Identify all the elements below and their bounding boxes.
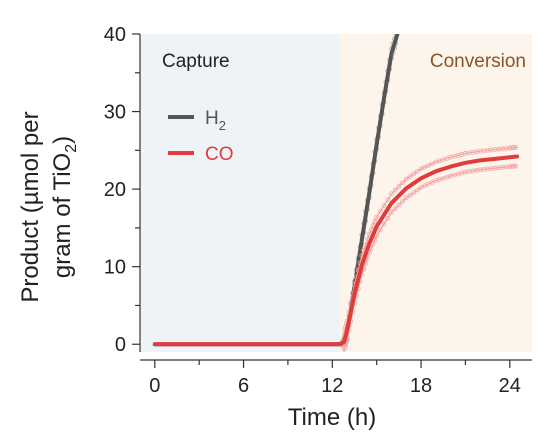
series-co-point <box>512 163 518 169</box>
series-co-point <box>374 214 380 220</box>
x-tick-label: 24 <box>499 375 521 397</box>
region-label-capture: Capture <box>162 51 230 72</box>
series-co-point <box>396 184 402 189</box>
x-tick-label: 18 <box>410 375 432 397</box>
y-tick-label: 0 <box>115 334 126 356</box>
series-co-point <box>422 183 428 189</box>
series-co-point <box>407 174 413 179</box>
region-capture-band <box>140 34 340 352</box>
series-co-point <box>392 187 398 193</box>
series-co-point <box>429 179 435 185</box>
series-co-line <box>152 154 520 347</box>
series-co-point <box>396 202 402 208</box>
series-co-point <box>342 345 348 351</box>
series-co-point <box>411 171 417 177</box>
x-tick-label: 6 <box>238 375 249 397</box>
region-conversion-band <box>339 34 532 352</box>
y-axis-label-subscript: 2 <box>63 144 80 153</box>
x-tick-label: 12 <box>321 375 343 397</box>
series-group <box>152 34 520 352</box>
series-co-point <box>418 185 424 190</box>
x-axis-label: Time (h) <box>288 404 376 431</box>
series-co-point <box>403 195 409 201</box>
legend-label-subscript: 2 <box>219 118 226 133</box>
y-tick-label: 30 <box>104 102 126 124</box>
series-co-point <box>414 187 420 193</box>
series-co-point <box>403 176 409 182</box>
series-co-point <box>426 181 431 187</box>
series-co-point <box>407 192 413 198</box>
series-co-point <box>389 209 394 215</box>
x-tick-label: 0 <box>149 375 160 397</box>
series-co-point <box>414 169 420 174</box>
y-axis-label-text: gram of TiO <box>49 153 76 278</box>
y-axis-label-line1: Product (µmol per <box>17 111 44 302</box>
series-co-point <box>411 190 417 196</box>
legend-label-h: H2 <box>205 108 226 133</box>
series-co-point <box>400 198 405 204</box>
series-co-point <box>511 145 516 151</box>
region-label-conversion: Conversion <box>430 51 526 72</box>
series-co-point <box>389 191 394 197</box>
series-co-point <box>426 163 431 168</box>
series-co-point <box>377 208 383 214</box>
y-tick-label: 20 <box>104 179 126 201</box>
series-co-point <box>381 203 387 208</box>
legend-label-text: CO <box>205 144 234 165</box>
legend-label-text: H <box>205 108 219 129</box>
y-axis-label-line2: gram of TiO2) <box>49 136 80 278</box>
series-co-point <box>385 215 391 221</box>
series-co-point <box>343 343 349 348</box>
series-co-point <box>418 166 424 172</box>
series-co-point <box>381 221 387 227</box>
y-tick-label: 10 <box>104 257 126 279</box>
series-co-point <box>400 180 405 186</box>
series-co-point <box>392 206 398 212</box>
series-co-point <box>385 197 391 202</box>
legend-label-co: CO <box>205 144 234 165</box>
series-co-point <box>429 161 435 167</box>
series-co-point <box>377 227 383 233</box>
y-tick-label: 40 <box>104 24 126 46</box>
y-axis-label: Product (µmol per gram of TiO2) <box>17 111 80 302</box>
series-co-point <box>512 145 518 150</box>
series-co-point <box>511 163 516 169</box>
series-co-point <box>422 164 428 170</box>
series-co-point <box>372 218 378 224</box>
y-axis-label-suffix: ) <box>49 136 76 144</box>
